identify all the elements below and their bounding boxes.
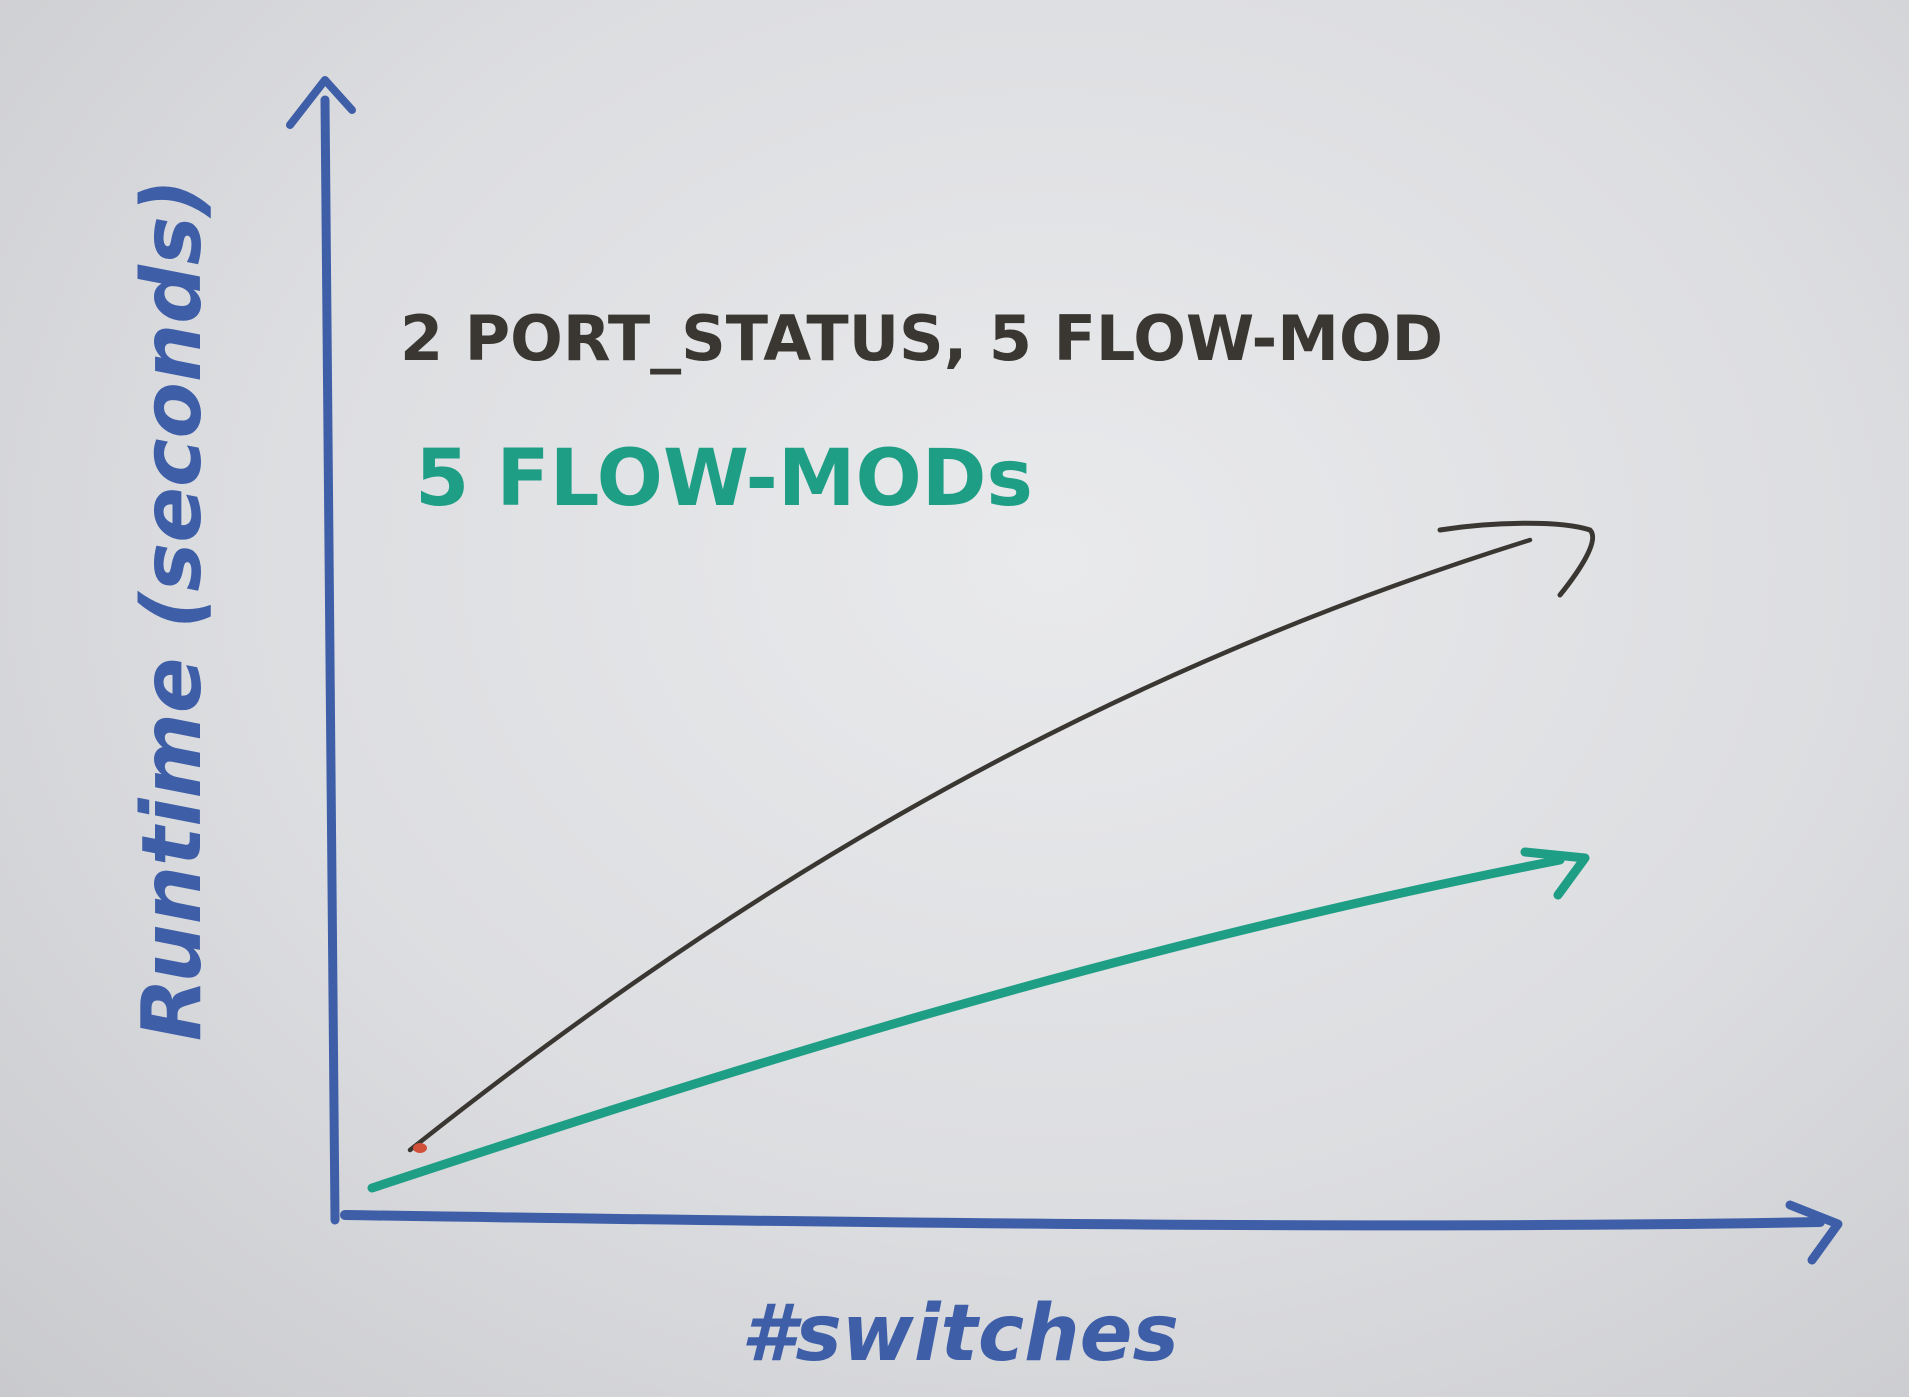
x-axis-label: #switches xyxy=(741,1289,1179,1379)
series-line-port-status-flow-mod xyxy=(407,520,1596,1153)
x-axis xyxy=(340,1200,1843,1265)
x-axis-arrowhead xyxy=(1785,1200,1843,1265)
series-arrowhead-flow-mods xyxy=(1520,847,1590,900)
series-line-flow-mods xyxy=(367,847,1590,1193)
y-axis xyxy=(286,76,356,1225)
legend: 2 PORT_STATUS, 5 FLOW-MOD 5 FLOW-MODs xyxy=(400,302,1443,524)
series-arrowhead-port-status-flow-mod xyxy=(1437,520,1596,598)
y-axis-arrowhead xyxy=(286,76,356,129)
legend-entry-flow-mods: 5 FLOW-MODs xyxy=(415,434,1033,524)
start-dot xyxy=(413,1143,427,1153)
legend-entry-port-status-flow-mod: 2 PORT_STATUS, 5 FLOW-MOD xyxy=(400,302,1443,375)
y-axis-label: Runtime (seconds) xyxy=(125,179,220,1042)
